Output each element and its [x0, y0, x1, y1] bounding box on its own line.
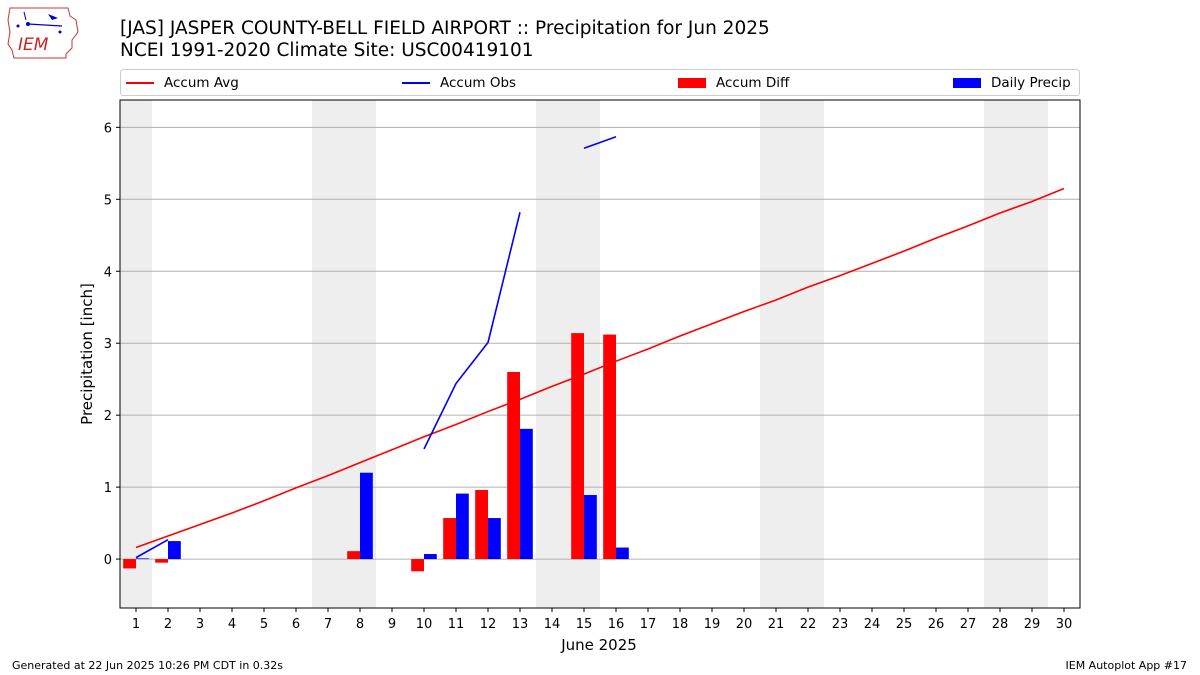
weekend-band [312, 100, 344, 608]
weekend-band [1016, 100, 1048, 608]
x-tick-label: 8 [356, 617, 364, 632]
x-tick-label: 18 [672, 617, 689, 632]
daily-precip-bar [520, 428, 533, 560]
x-tick-label: 19 [704, 617, 721, 632]
weekend-band [120, 100, 152, 608]
legend-label: Accum Avg [164, 74, 239, 91]
legend-swatch [126, 81, 154, 84]
y-tick-label: 3 [104, 337, 112, 352]
x-tick-label: 1 [132, 617, 140, 632]
x-tick-label: 16 [608, 617, 625, 632]
chart-title: [JAS] JASPER COUNTY-BELL FIELD AIRPORT :… [120, 18, 770, 39]
accum-obs-line [135, 538, 169, 559]
x-tick-label: 22 [800, 617, 817, 632]
x-tick-label: 27 [960, 617, 977, 632]
weekend-band [792, 100, 824, 608]
svg-text:IEM: IEM [18, 35, 49, 55]
x-tick-label: 6 [292, 617, 300, 632]
daily-precip-bar [584, 495, 597, 560]
daily-precip-bar [424, 554, 437, 560]
x-tick-label: 11 [448, 617, 465, 632]
daily-precip-bar [136, 558, 149, 560]
accum-diff-bar [603, 334, 616, 560]
chart-legend: Accum Avg Accum Obs Accum Diff Daily Pre… [120, 69, 1080, 96]
x-tick-label: 20 [736, 617, 753, 632]
legend-label: Daily Precip [991, 74, 1071, 91]
accum-diff-bar [347, 551, 360, 560]
generated-timestamp: Generated at 22 Jun 2025 10:26 PM CDT in… [12, 659, 284, 672]
y-tick-label: 6 [104, 121, 112, 136]
x-tick-label: 30 [1056, 617, 1073, 632]
accum-avg-line [135, 187, 1065, 549]
plot-frame [119, 99, 1081, 609]
accum-diff-bar [475, 489, 488, 560]
iem-logo: IEM [7, 7, 79, 59]
x-tick-label: 29 [1024, 617, 1041, 632]
x-tick-label: 13 [512, 617, 529, 632]
legend-item-accum-avg: Accum Avg [126, 70, 239, 95]
legend-item-accum-obs: Accum Obs [402, 70, 516, 95]
y-axis-label: Precipitation [inch] [78, 283, 96, 425]
daily-precip-bar [488, 518, 501, 560]
legend-swatch [953, 77, 981, 88]
x-tick-label: 5 [260, 617, 268, 632]
x-tick-label: 4 [228, 617, 236, 632]
accum-diff-bar [123, 559, 136, 569]
x-tick-label: 7 [324, 617, 332, 632]
daily-precip-bar [360, 472, 373, 560]
weekend-band [536, 100, 568, 608]
legend-item-accum-diff: Accum Diff [678, 70, 789, 95]
accum-diff-bar [443, 518, 456, 560]
y-tick-label: 5 [104, 193, 112, 208]
legend-item-daily-precip: Daily Precip [953, 70, 1071, 95]
y-tick-label: 2 [104, 409, 112, 424]
accum-obs-line [583, 135, 617, 149]
daily-precip-bar [456, 493, 469, 560]
weekend-band [760, 100, 792, 608]
y-tick-label: 4 [104, 265, 112, 280]
legend-swatch [678, 77, 706, 88]
x-tick-label: 10 [416, 617, 433, 632]
legend-label: Accum Diff [716, 74, 790, 91]
x-tick-label: 26 [928, 617, 945, 632]
x-tick-label: 15 [576, 617, 593, 632]
x-tick-label: 2 [164, 617, 172, 632]
x-tick-label: 14 [544, 617, 561, 632]
app-credit: IEM Autoplot App #17 [1065, 659, 1188, 672]
chart-subtitle: NCEI 1991-2020 Climate Site: USC00419101 [120, 40, 534, 61]
x-tick-label: 9 [388, 617, 396, 632]
accum-diff-bar [411, 559, 424, 572]
x-tick-label: 25 [896, 617, 913, 632]
x-tick-label: 28 [992, 617, 1009, 632]
x-tick-label: 24 [864, 617, 881, 632]
y-tick-label: 1 [104, 481, 112, 496]
legend-swatch [402, 81, 430, 84]
weekend-band [984, 100, 1016, 608]
y-tick-label: 0 [104, 553, 112, 568]
daily-precip-bar [616, 547, 629, 560]
x-tick-label: 3 [196, 617, 204, 632]
x-tick-label: 17 [640, 617, 657, 632]
daily-precip-bar [168, 541, 181, 560]
accum-diff-bar [507, 371, 520, 560]
accum-obs-line [423, 212, 521, 450]
x-tick-label: 21 [768, 617, 785, 632]
x-axis-label: June 2025 [560, 636, 637, 654]
accum-diff-bar [571, 333, 584, 560]
legend-label: Accum Obs [440, 74, 517, 91]
x-tick-label: 12 [480, 617, 497, 632]
x-tick-label: 23 [832, 617, 849, 632]
accum-diff-bar [155, 559, 168, 563]
